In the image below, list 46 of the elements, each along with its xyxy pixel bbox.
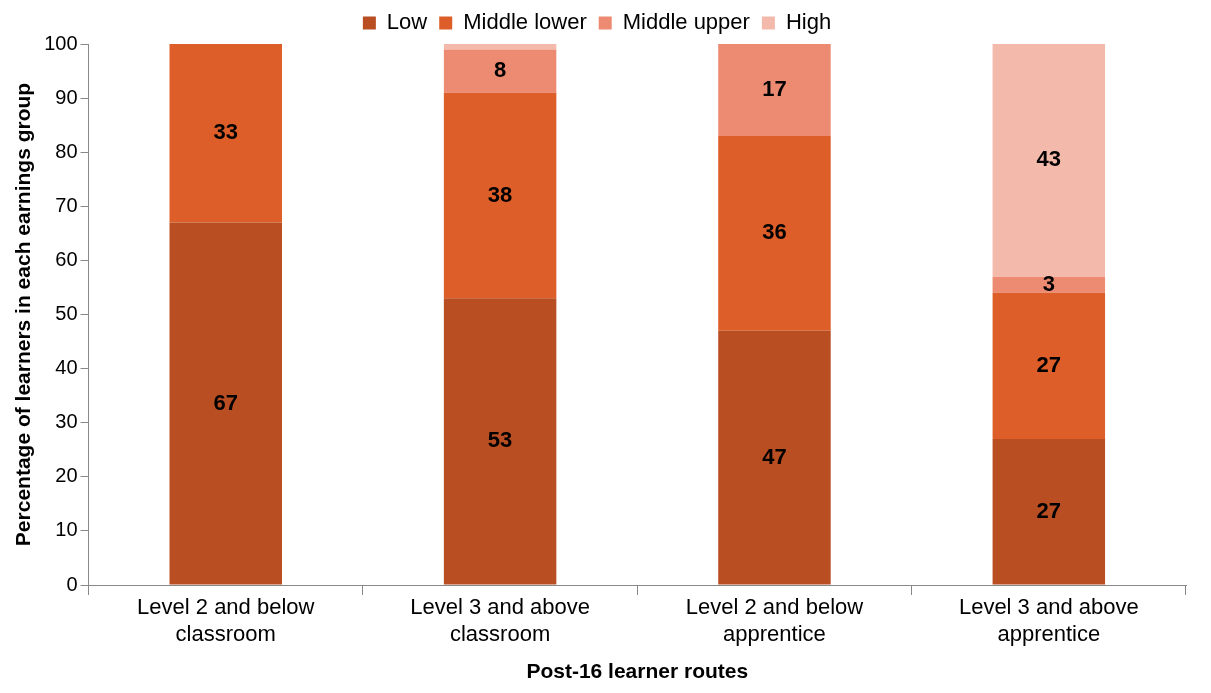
y-tick-label: 40 xyxy=(55,356,78,379)
data-label: 36 xyxy=(762,219,787,245)
y-tick-label: 10 xyxy=(55,518,78,541)
data-label: 53 xyxy=(487,427,513,453)
data-label: 67 xyxy=(213,389,238,415)
bar xyxy=(992,292,1106,439)
data-label: 38 xyxy=(487,181,513,207)
bar xyxy=(169,44,282,223)
bar xyxy=(443,92,557,299)
bar xyxy=(718,44,831,136)
bar xyxy=(992,44,1106,277)
legend-label: High xyxy=(785,9,832,35)
x-tick-label: Level 3 and above apprentice xyxy=(958,594,1139,646)
y-tick-label: 60 xyxy=(55,247,78,270)
y-tick-label: 20 xyxy=(55,464,78,487)
data-label: 33 xyxy=(213,119,238,145)
bar xyxy=(718,135,831,331)
bar xyxy=(718,330,831,585)
y-tick-label: 0 xyxy=(66,572,78,595)
legend-label: Low xyxy=(386,9,428,35)
data-label: 27 xyxy=(1036,497,1062,523)
data-label: 17 xyxy=(762,76,787,102)
y-tick-label: 90 xyxy=(55,85,78,108)
legend-label: Middle lower xyxy=(463,9,587,35)
x-tick-label: Level 3 and above classroom xyxy=(410,594,591,646)
bar xyxy=(992,276,1106,293)
x-tick-label: Level 2 and below classroom xyxy=(137,594,315,646)
data-label: 43 xyxy=(1036,146,1062,172)
bar xyxy=(443,298,557,585)
bar xyxy=(443,49,557,93)
y-tick-label: 70 xyxy=(55,193,78,216)
legend-label: Middle upper xyxy=(622,9,750,35)
bar xyxy=(443,44,557,50)
data-label: 8 xyxy=(493,57,507,83)
y-tick-label: 50 xyxy=(55,302,78,325)
y-tick-label: 30 xyxy=(55,410,78,433)
y-axis-title: Percentage of learners in each earnings group xyxy=(11,82,35,547)
x-axis-title: Post-16 learner routes xyxy=(526,659,749,683)
data-label: 27 xyxy=(1036,351,1062,377)
x-tick-label: Level 2 and below apprentice xyxy=(685,594,864,646)
y-tick-label: 100 xyxy=(44,31,78,54)
y-tick-label: 80 xyxy=(55,139,78,162)
bar xyxy=(992,438,1106,585)
data-label: 3 xyxy=(1042,270,1055,296)
data-label: 47 xyxy=(762,443,787,469)
bar xyxy=(169,222,282,585)
